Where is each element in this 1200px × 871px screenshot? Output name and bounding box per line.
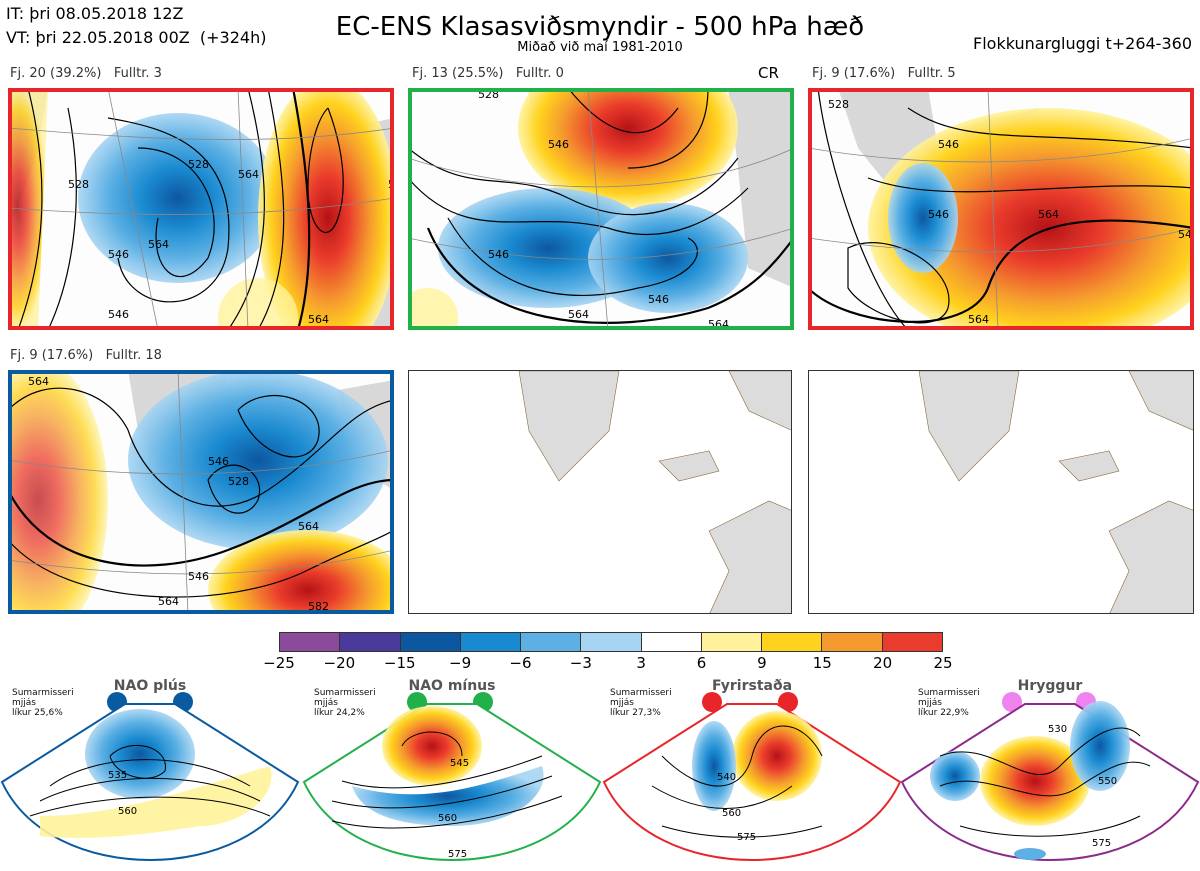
- contour-label: 560: [118, 806, 137, 817]
- contour-label: 550: [1098, 776, 1117, 787]
- contour-label: 528: [188, 158, 209, 171]
- contour-label: 528: [228, 475, 249, 488]
- regime-title: Fyrirstaða: [711, 678, 793, 694]
- colorbar-tick-label: −6: [509, 654, 532, 672]
- regime-note: Sumarmisseri mjjás líkur 24,2%: [314, 688, 376, 718]
- contour-label: 546: [938, 138, 959, 151]
- contour-label: 564: [28, 375, 49, 388]
- colorbar-tick-label: 20: [873, 654, 893, 672]
- contour-label: 564: [568, 308, 589, 321]
- empty-map-5: [408, 370, 792, 614]
- contour-label: 564: [708, 318, 729, 330]
- regime-nao-minus: NAO mínus Sumarmisseri mjjás líkur 24,2%…: [302, 676, 602, 871]
- contour-label: 564: [1038, 208, 1059, 221]
- init-time: IT: þri 08.05.2018 12Z: [6, 4, 184, 23]
- colorbar-swatch: [521, 633, 582, 651]
- contour-label: 546: [208, 455, 229, 468]
- panel-1-label: Fj. 20 (39.2%) Fulltr. 3: [10, 66, 162, 81]
- colorbar: [279, 632, 943, 652]
- cluster-map-3: 528 546 564 546 564 546: [808, 88, 1194, 330]
- contour-label: 564: [968, 313, 989, 326]
- valid-time: VT: þri 22.05.2018 00Z (+324h): [6, 28, 267, 47]
- contour-label: 582: [308, 600, 329, 613]
- colorbar-tick-label: −9: [449, 654, 472, 672]
- contour-label: 564: [238, 168, 259, 181]
- colorbar-tick-label: 25: [933, 654, 953, 672]
- panel-2-label: Fj. 13 (25.5%) Fulltr. 0: [412, 66, 564, 81]
- colorbar-swatch: [400, 633, 461, 651]
- contour-label: 564: [308, 313, 329, 326]
- colorbar-swatch: [882, 633, 942, 651]
- contour-label: 546: [488, 248, 509, 261]
- contour-label: 546: [108, 248, 129, 261]
- colorbar-swatch: [581, 633, 642, 651]
- colorbar-tick-label: 15: [812, 654, 832, 672]
- panel-2-marker: CR: [758, 64, 779, 82]
- contour-label: 546: [1178, 228, 1194, 241]
- regime-ridge: Hryggur Sumarmisseri mjjás líkur 22,9% 5…: [900, 676, 1200, 871]
- contour-label: 546: [548, 138, 569, 151]
- colorbar-tick-label: 6: [696, 654, 707, 672]
- regime-note: Sumarmisseri mjjás líkur 22,9%: [918, 688, 980, 718]
- colorbar-swatch: [460, 633, 522, 651]
- colorbar-tick-label: −25: [263, 654, 295, 672]
- contour-label: 575: [448, 849, 467, 860]
- page-subtitle: Miðað við maí 1981-2010: [517, 40, 683, 55]
- contour-label: 535: [108, 770, 127, 781]
- contour-label: 575: [737, 832, 756, 843]
- contour-label: 546: [388, 178, 394, 191]
- contour-label: 546: [108, 308, 129, 321]
- contour-label: 545: [450, 758, 469, 769]
- contour-label: 546: [928, 208, 949, 221]
- colorbar-swatch: [280, 633, 341, 651]
- colorbar-tick-label: −20: [323, 654, 356, 672]
- colorbar-swatch: [762, 633, 823, 651]
- colorbar-swatch: [340, 633, 401, 651]
- regime-title: NAO plús: [113, 678, 187, 694]
- contour-label: 528: [68, 178, 89, 191]
- contour-label: 530: [1048, 724, 1067, 735]
- contour-label: 564: [158, 595, 179, 608]
- regime-title: NAO mínus: [408, 678, 496, 694]
- cluster-map-1: 528 546 564 528 546 564 546 564: [8, 88, 394, 330]
- colorbar-tick-label: −3: [569, 654, 592, 672]
- contour-label: 546: [648, 293, 669, 306]
- colorbar-tick-label: 9: [757, 654, 767, 672]
- cluster-map-4: 564 546 528 564 546 564 582: [8, 370, 394, 614]
- colorbar-swatch: [641, 633, 702, 651]
- regime-nao-plus: NAO plús Sumarmisseri mjjás líkur 25,6% …: [0, 676, 300, 871]
- page-title: EC-ENS Klasasviðsmyndir - 500 hPa hæð: [335, 12, 865, 42]
- regime-title: Hryggur: [1017, 678, 1083, 694]
- cluster-map-2: 528 546 546 546 564 564: [408, 88, 794, 330]
- contour-label: 575: [1092, 838, 1111, 849]
- panel-3-label: Fj. 9 (17.6%) Fulltr. 5: [812, 66, 956, 81]
- classification-window: Flokkunargluggi t+264-360: [973, 34, 1192, 53]
- colorbar-tick-label: −15: [383, 654, 416, 672]
- contour-label: 560: [438, 813, 457, 824]
- contour-label: 528: [478, 88, 499, 101]
- contour-label: 564: [298, 520, 319, 533]
- contour-label: 528: [828, 98, 849, 111]
- contour-label: 560: [722, 808, 741, 819]
- colorbar-tick-label: 3: [636, 654, 646, 672]
- regime-note: Sumarmisseri mjjás líkur 27,3%: [610, 688, 672, 718]
- empty-map-6: [808, 370, 1194, 614]
- colorbar-swatch: [701, 633, 763, 651]
- regime-note: Sumarmisseri mjjás líkur 25,6%: [12, 688, 74, 718]
- contour-label: 540: [717, 772, 736, 783]
- contour-label: 546: [188, 570, 209, 583]
- colorbar-swatch: [822, 633, 883, 651]
- panel-4-label: Fj. 9 (17.6%) Fulltr. 18: [10, 348, 162, 363]
- contour-label: 564: [148, 238, 169, 251]
- regime-blocking: Fyrirstaða Sumarmisseri mjjás líkur 27,3…: [602, 676, 902, 871]
